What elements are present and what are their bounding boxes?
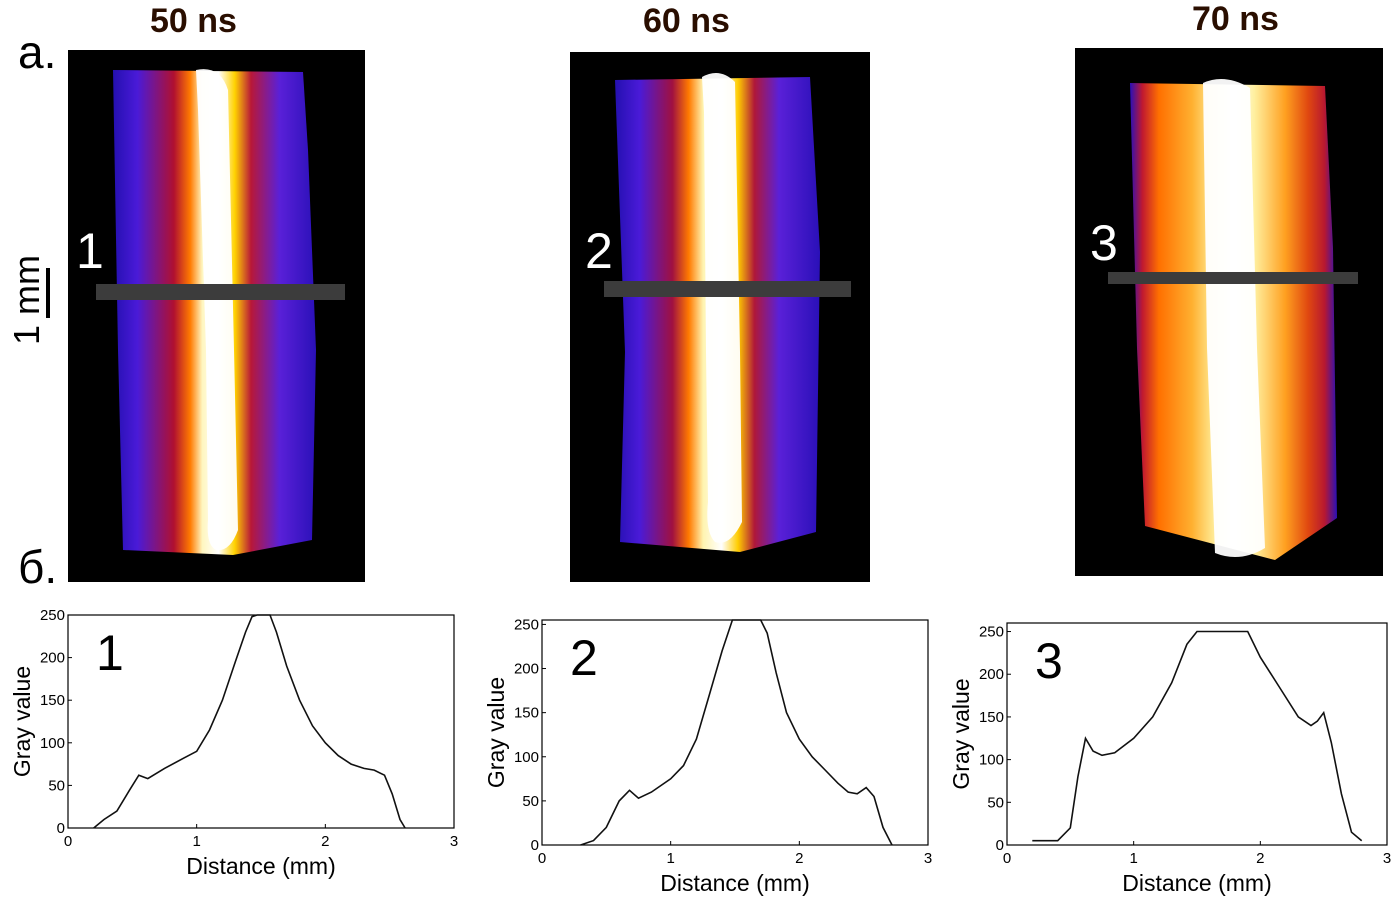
plasma-image-2 [570, 52, 870, 582]
y-axis-label: Gray value [483, 677, 509, 788]
x-tick-label: 1 [666, 850, 674, 867]
x-tick-label: 3 [1383, 850, 1391, 867]
x-axis-label: Distance (mm) [660, 870, 810, 896]
y-tick-label: 150 [514, 705, 539, 722]
x-axis-label: Distance (mm) [1122, 870, 1272, 896]
profile-line-number-3: 3 [1090, 215, 1118, 271]
plasma-image-1-graphic [113, 69, 316, 555]
profile-line-3 [1108, 272, 1358, 284]
plot-number: 1 [96, 625, 124, 681]
gray-profile-chart-1: 0 1 2 3 0 50 100 150 200 250 Distance (mm) Gray val… [9, 607, 458, 879]
time-label-1: 50 ns [150, 2, 237, 40]
gray-profile-chart-3: 0 1 2 3 0 50 100 150 200 250 Distance (mm) Gray val… [948, 622, 1391, 896]
plot-frame [1006, 622, 1388, 846]
x-axis-label: Distance (mm) [186, 853, 336, 879]
plot-number: 3 [1035, 633, 1063, 689]
x-tick-label: 1 [192, 833, 200, 850]
y-axis-label: Gray value [948, 678, 974, 789]
y-tick-label: 100 [40, 735, 65, 752]
profile-line-number-1: 1 [76, 223, 104, 279]
y-tick-label: 150 [40, 692, 65, 709]
x-tick-label: 2 [795, 850, 803, 867]
scale-bar [46, 268, 50, 318]
y-tick-label: 50 [522, 793, 539, 810]
plot-frame [541, 619, 929, 846]
y-tick-label: 250 [979, 624, 1004, 641]
y-tick-label: 0 [57, 820, 65, 837]
y-tick-label: 50 [987, 794, 1004, 811]
y-axis-label: Gray value [9, 666, 35, 777]
gray-value-line [1032, 630, 1363, 842]
x-tick-label: 0 [64, 833, 72, 850]
profile-line-1 [96, 284, 345, 300]
time-label-3: 70 ns [1192, 0, 1279, 38]
x-tick-label: 0 [1003, 850, 1011, 867]
x-tick-label: 3 [450, 833, 458, 850]
x-tick-label: 1 [1129, 850, 1137, 867]
time-label-2: 60 ns [643, 2, 730, 40]
y-tick-label: 250 [514, 616, 539, 633]
x-tick-label: 2 [1256, 850, 1264, 867]
plasma-image-2-graphic [615, 73, 820, 552]
y-tick-label: 100 [514, 749, 539, 766]
y-tick-label: 100 [979, 752, 1004, 769]
y-tick-label: 200 [40, 650, 65, 667]
plasma-image-3-graphic [1130, 79, 1337, 560]
plot-number: 2 [570, 630, 598, 686]
profile-line-number-2: 2 [585, 223, 613, 279]
panel-b-label: б. [18, 541, 58, 593]
plasma-image-3 [1075, 48, 1383, 576]
plasma-image-1 [68, 50, 365, 582]
y-tick-label: 150 [979, 709, 1004, 726]
y-tick-label: 50 [48, 777, 65, 794]
y-tick-label: 0 [996, 837, 1004, 854]
panel-a-label: а. [18, 26, 57, 78]
scale-label: 1 mm [6, 255, 47, 345]
profile-line-2 [604, 281, 851, 297]
gray-profile-chart-2: 0 1 2 3 0 50 100 150 200 250 Distance (mm) Gray val… [483, 616, 932, 896]
x-tick-label: 3 [924, 850, 932, 867]
y-tick-label: 250 [40, 607, 65, 624]
gray-value-line [580, 619, 893, 846]
gray-value-line [93, 614, 406, 829]
y-tick-label: 200 [514, 661, 539, 678]
x-tick-label: 0 [538, 850, 546, 867]
y-tick-label: 0 [531, 837, 539, 854]
y-tick-label: 200 [979, 666, 1004, 683]
x-tick-label: 2 [321, 833, 329, 850]
